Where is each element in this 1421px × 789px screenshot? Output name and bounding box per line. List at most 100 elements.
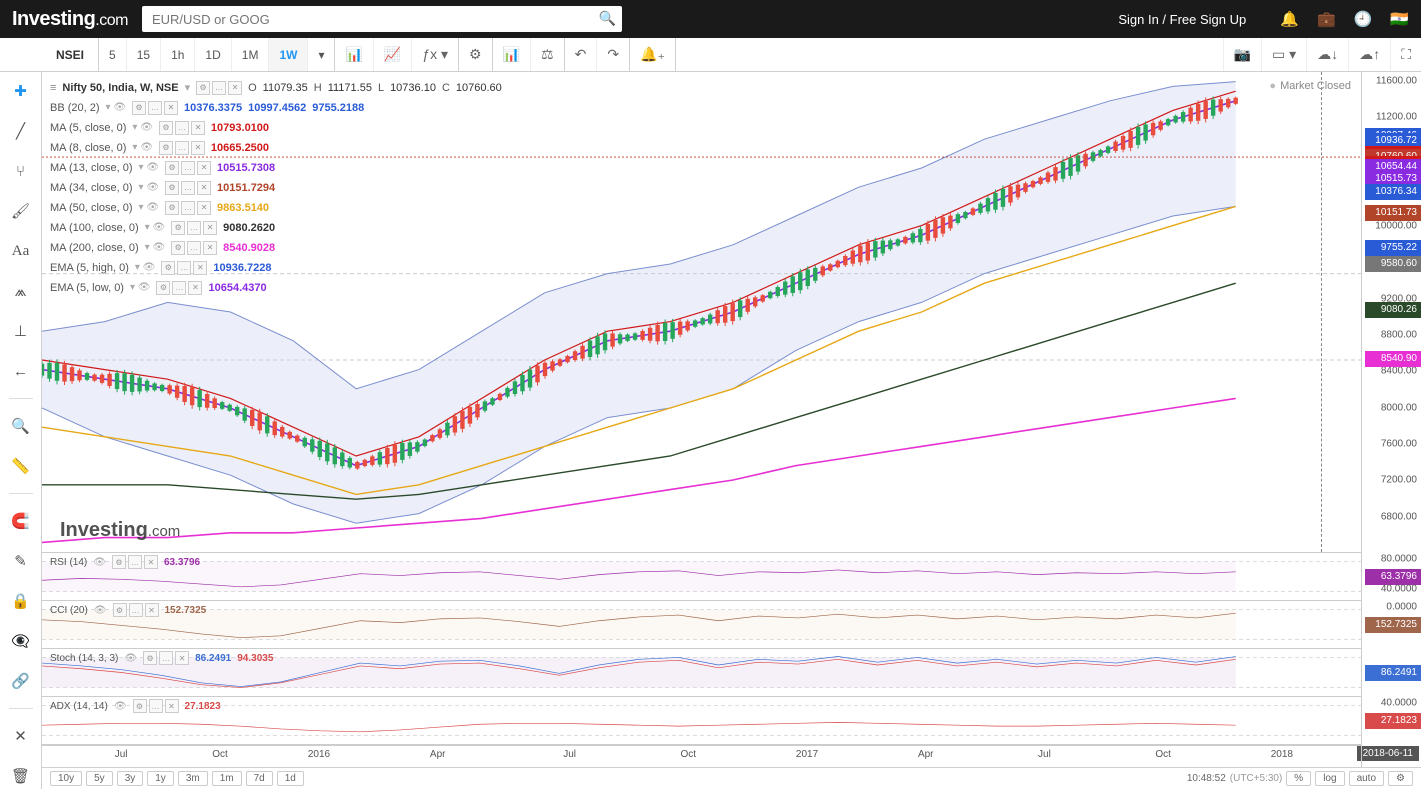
adx-tag: 27.1823 <box>1365 713 1421 729</box>
compare-button[interactable]: 📈 <box>374 38 412 71</box>
adx-ytick: 40.0000 <box>1381 698 1417 709</box>
timeframe-5[interactable]: 5 <box>99 38 127 71</box>
layout-button[interactable]: ▭ ▾ <box>1261 38 1306 71</box>
timeframe-15[interactable]: 15 <box>127 38 161 71</box>
price-tag: 10151.73 <box>1365 205 1421 221</box>
timeframe-1M[interactable]: 1M <box>232 38 270 71</box>
range-10y[interactable]: 10y <box>50 771 82 786</box>
range-1y[interactable]: 1y <box>147 771 174 786</box>
rsi-value: 63.3796 <box>164 557 200 568</box>
text-tool[interactable]: Aa <box>8 238 34 264</box>
price-tag: 9580.60 <box>1365 256 1421 272</box>
rsi-ytick: 80.0000 <box>1381 554 1417 565</box>
cloud-load-button[interactable]: ☁↓ <box>1306 38 1348 71</box>
hide-tool[interactable]: 👁‍🗨 <box>8 628 34 654</box>
timezone: (UTC+5:30) <box>1230 773 1283 784</box>
x-tick: 2017 <box>796 749 818 760</box>
pitchfork-tool[interactable]: ⑂ <box>8 158 34 184</box>
y-tick: 11600.00 <box>1376 76 1417 87</box>
y-tick: 8400.00 <box>1381 366 1417 377</box>
forecast-tool[interactable]: ⊥ <box>8 318 34 344</box>
watermark-logo: Investing.com <box>60 519 180 542</box>
x-tick: 2018 <box>1271 749 1293 760</box>
range-5y[interactable]: 5y <box>86 771 113 786</box>
main-chart-pane[interactable]: Market Closed ≡ Nifty 50, India, W, NSE … <box>42 72 1361 553</box>
timeframe-1W[interactable]: 1W <box>269 38 308 71</box>
crosshair-line <box>1321 72 1322 552</box>
redo-button[interactable]: ↷ <box>597 38 629 71</box>
scale-auto[interactable]: auto <box>1349 771 1384 786</box>
portfolio-icon[interactable]: 💼 <box>1317 10 1336 28</box>
timeframe-more[interactable]: ▾ <box>308 38 334 71</box>
timeframe-1D[interactable]: 1D <box>195 38 231 71</box>
compare-scale-button[interactable]: ⚖ <box>531 38 564 71</box>
x-tick: Jul <box>563 749 576 760</box>
delete-tool[interactable]: 🗑 <box>8 763 34 789</box>
brush-tool[interactable]: 🖌 <box>8 198 34 224</box>
x-axis[interactable]: JulOct2016AprJulOct2017AprJulOct2018Apr2… <box>42 745 1361 767</box>
chart-panes: Market Closed ≡ Nifty 50, India, W, NSE … <box>42 72 1361 767</box>
candle-style-button[interactable]: 📊 <box>335 38 373 71</box>
fullscreen-button[interactable]: ⛶ <box>1390 38 1421 71</box>
tools-menu[interactable]: ✕ <box>8 723 34 749</box>
flag-icon[interactable]: 🇮🇳 <box>1390 10 1409 28</box>
x-tick: 2016 <box>308 749 330 760</box>
scale-log[interactable]: log <box>1315 771 1344 786</box>
cci-ytick: 0.0000 <box>1386 602 1417 613</box>
rsi-svg <box>42 553 1361 600</box>
status-bar: 10y5y3y1y3m1m7d1d10:48:52 (UTC+5:30) % l… <box>42 767 1421 789</box>
indicators-button[interactable]: ƒx ▾ <box>412 38 458 71</box>
pattern-tool[interactable]: ⩕ <box>8 278 34 304</box>
y-tick: 6800.00 <box>1381 511 1417 522</box>
timeframe-1h[interactable]: 1h <box>161 38 195 71</box>
trendline-tool[interactable]: ╱ <box>8 118 34 144</box>
site-logo[interactable]: Investing.com <box>12 8 128 31</box>
bell-icon[interactable]: 🔔 <box>1280 10 1299 28</box>
drawing-tools-sidebar: ✚ ╱ ⑂ 🖌 Aa ⩕ ⊥ ← 🔍 📏 🧲 ✎ 🔒 👁‍🗨 🔗 ✕ 🗑 <box>0 72 42 789</box>
settings-button[interactable]: ⚙ <box>459 38 492 71</box>
search-icon[interactable]: 🔍 <box>599 10 616 27</box>
adx-svg <box>42 697 1361 744</box>
measure-tool[interactable]: 📏 <box>8 453 34 479</box>
chart-region: Market Closed ≡ Nifty 50, India, W, NSE … <box>42 72 1421 767</box>
range-3y[interactable]: 3y <box>117 771 144 786</box>
range-1m[interactable]: 1m <box>212 771 242 786</box>
back-tool[interactable]: ← <box>8 358 34 384</box>
alert-button[interactable]: 🔔₊ <box>630 38 675 71</box>
price-tag: 10376.34 <box>1365 184 1421 200</box>
cursor-tool[interactable]: ✚ <box>8 78 34 104</box>
stoch-pane[interactable]: Stoch (14, 3, 3)👁 ⚙…✕ 86.2491 94.3035 <box>42 649 1361 697</box>
search-input[interactable] <box>142 6 622 32</box>
lock-tool[interactable]: 🔒 <box>8 588 34 614</box>
studies-button[interactable]: 📊 <box>493 38 531 71</box>
adx-pane[interactable]: ADX (14, 14)👁 ⚙…✕ 27.1823 <box>42 697 1361 745</box>
cci-pane[interactable]: CCI (20)👁 ⚙…✕ 152.7325 <box>42 601 1361 649</box>
zoom-tool[interactable]: 🔍 <box>8 413 34 439</box>
price-tag: 9080.26 <box>1365 302 1421 318</box>
scale-%[interactable]: % <box>1286 771 1311 786</box>
signin-link[interactable]: Sign In / Free Sign Up <box>1118 12 1246 27</box>
adx-legend: ADX (14, 14)👁 ⚙…✕ 27.1823 <box>50 699 221 713</box>
y-tick: 10000.00 <box>1375 221 1417 232</box>
price-tag: 8540.90 <box>1365 351 1421 367</box>
settings-gear[interactable]: ⚙ <box>1388 771 1413 786</box>
symbol-selector[interactable]: NSEI <box>42 38 98 71</box>
cci-tag: 152.7325 <box>1365 617 1421 633</box>
link-tool[interactable]: 🔗 <box>8 668 34 694</box>
chart-legend: ≡ Nifty 50, India, W, NSE ▾ ⚙…✕ O 11079.… <box>50 78 502 298</box>
chart-toolbar: NSEI 5151h1D1M1W▾ 📊 📈 ƒx ▾ ⚙ 📊 ⚖ ↶ ↷ 🔔₊ … <box>0 38 1421 72</box>
magnet-tool[interactable]: 🧲 <box>8 508 34 534</box>
stoch-d-value: 94.3035 <box>237 653 273 664</box>
range-7d[interactable]: 7d <box>246 771 273 786</box>
y-tick: 7600.00 <box>1381 439 1417 450</box>
range-3m[interactable]: 3m <box>178 771 208 786</box>
rsi-pane[interactable]: RSI (14)👁 ⚙…✕ 63.3796 <box>42 553 1361 601</box>
undo-button[interactable]: ↶ <box>565 38 598 71</box>
edit-tool[interactable]: ✎ <box>8 548 34 574</box>
screenshot-button[interactable]: 📷 <box>1223 38 1261 71</box>
cloud-save-button[interactable]: ☁↑ <box>1348 38 1390 71</box>
y-axis[interactable]: 6800.007200.007600.008000.008400.008800.… <box>1361 72 1421 767</box>
range-1d[interactable]: 1d <box>277 771 304 786</box>
clock-icon[interactable]: 🕘 <box>1354 10 1373 28</box>
x-tick: Oct <box>1155 749 1171 760</box>
